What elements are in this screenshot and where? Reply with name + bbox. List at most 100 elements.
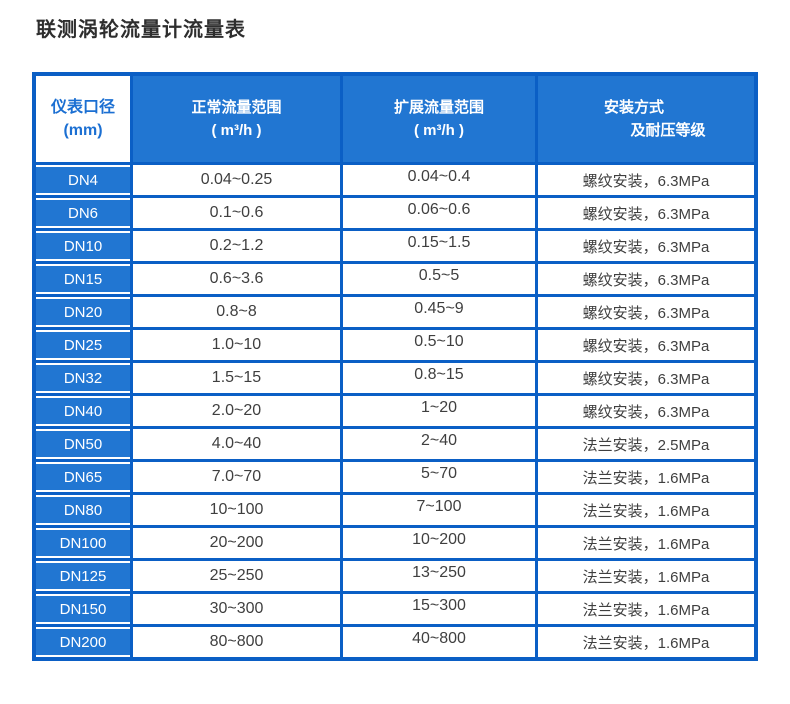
extended-range-cell: 0.5~10 xyxy=(343,330,535,360)
normal-range-value: 10~100 xyxy=(209,501,264,518)
column-header-normal-range: 正常流量范围 ( m³/h ) xyxy=(133,76,340,162)
extended-range-value: 13~250 xyxy=(412,564,466,581)
normal-range-value: 2.0~20 xyxy=(211,402,262,419)
normal-range-cell: 0.8~8 xyxy=(133,297,340,327)
extended-range-cell: 10~200 xyxy=(343,528,535,558)
installation-cell: 法兰安装，1.6MPa xyxy=(538,594,754,624)
extended-range-value: 0.15~1.5 xyxy=(407,234,471,251)
normal-range-cell: 0.2~1.2 xyxy=(133,231,340,261)
diameter-cell: DN4 xyxy=(36,165,130,195)
extended-range-cell: 15~300 xyxy=(343,594,535,624)
diameter-label: DN200 xyxy=(59,633,107,651)
extended-range-cell: 40~800 xyxy=(343,627,535,657)
header-line-1: 仪表口径 xyxy=(50,99,115,116)
installation-value: 螺纹安装，6.3MPa xyxy=(582,337,710,355)
header-line-2: ( m³/h ) xyxy=(414,122,464,139)
diameter-label: DN4 xyxy=(67,171,98,189)
installation-value: 螺纹安装，6.3MPa xyxy=(582,370,710,388)
normal-range-cell: 0.04~0.25 xyxy=(133,165,340,195)
extended-range-cell: 0.04~0.4 xyxy=(343,165,535,195)
normal-range-cell: 0.6~3.6 xyxy=(133,264,340,294)
normal-range-value: 7.0~70 xyxy=(211,468,262,485)
column-header-installation: 安装方式 及耐压等级 xyxy=(538,76,754,162)
normal-range-value: 25~250 xyxy=(209,567,264,584)
installation-cell: 螺纹安装，6.3MPa xyxy=(538,198,754,228)
extended-range-cell: 5~70 xyxy=(343,462,535,492)
normal-range-cell: 10~100 xyxy=(133,495,340,525)
header-line-1: 安装方式 xyxy=(603,99,664,116)
extended-range-cell: 0.5~5 xyxy=(343,264,535,294)
extended-range-cell: 1~20 xyxy=(343,396,535,426)
diameter-label: DN40 xyxy=(63,402,103,420)
installation-value: 螺纹安装，6.3MPa xyxy=(582,403,710,421)
header-line-2: ( m³/h ) xyxy=(211,122,262,139)
normal-range-cell: 4.0~40 xyxy=(133,429,340,459)
diameter-label: DN100 xyxy=(59,534,107,552)
header-line-2: (mm) xyxy=(63,122,103,139)
page-title: 联测涡轮流量计流量表 xyxy=(36,19,246,41)
installation-value: 螺纹安装，6.3MPa xyxy=(582,205,710,223)
installation-cell: 螺纹安装，6.3MPa xyxy=(538,363,754,393)
normal-range-value: 30~300 xyxy=(209,600,264,617)
header-line-1: 扩展流量范围 xyxy=(393,99,484,116)
installation-value: 法兰安装，1.6MPa xyxy=(582,601,710,619)
flow-rate-table: 仪表口径 (mm) 正常流量范围 ( m³/h ) 扩展流量范围 ( m³/h … xyxy=(32,72,758,661)
extended-range-cell: 0.15~1.5 xyxy=(343,231,535,261)
diameter-label: DN32 xyxy=(63,369,103,387)
installation-cell: 螺纹安装，6.3MPa xyxy=(538,297,754,327)
installation-value: 法兰安装，1.6MPa xyxy=(582,634,710,652)
column-header-extended-range: 扩展流量范围 ( m³/h ) xyxy=(343,76,535,162)
extended-range-value: 15~300 xyxy=(412,597,466,614)
header-line-2: 及耐压等级 xyxy=(630,122,706,139)
extended-range-value: 40~800 xyxy=(412,630,466,647)
extended-range-value: 0.8~15 xyxy=(414,366,464,383)
extended-range-cell: 2~40 xyxy=(343,429,535,459)
extended-range-cell: 0.06~0.6 xyxy=(343,198,535,228)
installation-value: 螺纹安装，6.3MPa xyxy=(582,238,710,256)
diameter-cell: DN200 xyxy=(36,627,130,657)
diameter-label: DN15 xyxy=(63,270,103,288)
diameter-cell: DN50 xyxy=(36,429,130,459)
normal-range-cell: 20~200 xyxy=(133,528,340,558)
installation-cell: 法兰安装，1.6MPa xyxy=(538,561,754,591)
installation-value: 螺纹安装，6.3MPa xyxy=(582,172,710,190)
extended-range-value: 5~70 xyxy=(420,465,458,482)
extended-range-cell: 0.8~15 xyxy=(343,363,535,393)
normal-range-value: 0.2~1.2 xyxy=(209,237,264,254)
normal-range-cell: 7.0~70 xyxy=(133,462,340,492)
diameter-label: DN65 xyxy=(63,468,103,486)
diameter-cell: DN32 xyxy=(36,363,130,393)
diameter-label: DN80 xyxy=(63,501,103,519)
extended-range-value: 10~200 xyxy=(412,531,466,548)
diameter-label: DN10 xyxy=(63,237,103,255)
installation-value: 螺纹安装，6.3MPa xyxy=(582,304,710,322)
extended-range-value: 0.06~0.6 xyxy=(407,201,471,218)
normal-range-value: 0.1~0.6 xyxy=(209,204,264,221)
installation-value: 法兰安装，1.6MPa xyxy=(582,502,710,520)
installation-cell: 法兰安装，1.6MPa xyxy=(538,495,754,525)
header-line-1: 正常流量范围 xyxy=(191,99,282,116)
diameter-label: DN125 xyxy=(59,567,107,585)
installation-value: 法兰安装，2.5MPa xyxy=(582,436,710,454)
installation-value: 法兰安装，1.6MPa xyxy=(582,535,710,553)
normal-range-cell: 25~250 xyxy=(133,561,340,591)
installation-cell: 螺纹安装，6.3MPa xyxy=(538,264,754,294)
normal-range-value: 0.8~8 xyxy=(216,303,257,320)
normal-range-value: 1.0~10 xyxy=(211,336,262,353)
installation-cell: 法兰安装，2.5MPa xyxy=(538,429,754,459)
installation-cell: 螺纹安装，6.3MPa xyxy=(538,231,754,261)
installation-cell: 螺纹安装，6.3MPa xyxy=(538,330,754,360)
extended-range-value: 2~40 xyxy=(420,432,458,449)
diameter-cell: DN150 xyxy=(36,594,130,624)
installation-cell: 螺纹安装，6.3MPa xyxy=(538,165,754,195)
installation-cell: 法兰安装，1.6MPa xyxy=(538,627,754,657)
diameter-cell: DN65 xyxy=(36,462,130,492)
extended-range-cell: 0.45~9 xyxy=(343,297,535,327)
normal-range-value: 20~200 xyxy=(209,534,264,551)
installation-value: 螺纹安装，6.3MPa xyxy=(582,271,710,289)
extended-range-value: 1~20 xyxy=(420,399,458,416)
diameter-cell: DN40 xyxy=(36,396,130,426)
diameter-label: DN6 xyxy=(67,204,98,222)
extended-range-value: 0.04~0.4 xyxy=(407,168,471,185)
column-header-diameter: 仪表口径 (mm) xyxy=(36,76,130,162)
